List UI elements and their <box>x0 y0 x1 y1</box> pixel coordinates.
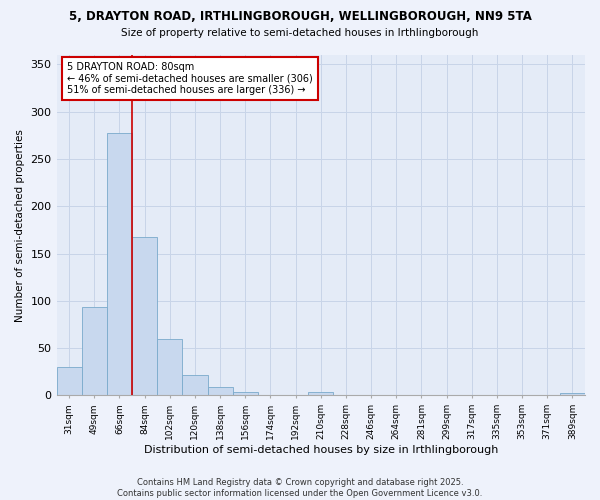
Bar <box>182 374 208 396</box>
Text: 5 DRAYTON ROAD: 80sqm
← 46% of semi-detached houses are smaller (306)
51% of sem: 5 DRAYTON ROAD: 80sqm ← 46% of semi-deta… <box>67 62 313 95</box>
Bar <box>82 308 107 396</box>
Bar <box>208 387 233 396</box>
Text: 5, DRAYTON ROAD, IRTHLINGBOROUGH, WELLINGBOROUGH, NN9 5TA: 5, DRAYTON ROAD, IRTHLINGBOROUGH, WELLIN… <box>68 10 532 23</box>
Text: Contains HM Land Registry data © Crown copyright and database right 2025.
Contai: Contains HM Land Registry data © Crown c… <box>118 478 482 498</box>
Bar <box>308 392 334 396</box>
Bar <box>233 392 258 396</box>
Bar <box>157 338 182 396</box>
Bar <box>56 367 82 396</box>
Text: Size of property relative to semi-detached houses in Irthlingborough: Size of property relative to semi-detach… <box>121 28 479 38</box>
Bar <box>560 392 585 396</box>
Y-axis label: Number of semi-detached properties: Number of semi-detached properties <box>15 129 25 322</box>
Bar <box>107 132 132 396</box>
X-axis label: Distribution of semi-detached houses by size in Irthlingborough: Distribution of semi-detached houses by … <box>143 445 498 455</box>
Bar <box>132 236 157 396</box>
